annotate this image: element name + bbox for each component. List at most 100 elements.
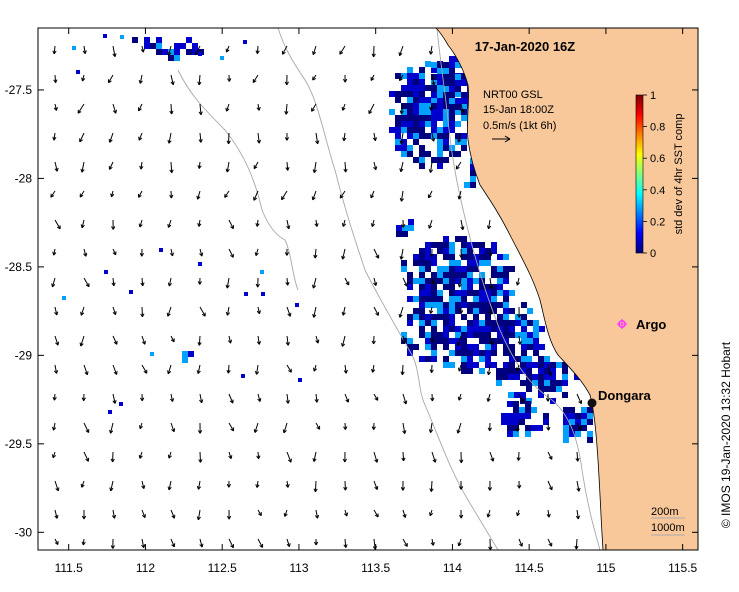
current-vector [399, 103, 404, 115]
sst-pixel [437, 278, 443, 284]
sst-pixel [402, 225, 408, 231]
contour-200m [436, 27, 601, 551]
sst-pixel [407, 314, 413, 320]
current-vector [428, 161, 433, 173]
sst-pixel [407, 296, 413, 302]
x-tick-label: 114 [443, 561, 462, 575]
sst-pixel [244, 292, 248, 296]
current-vector [54, 161, 59, 172]
sst-pixel [455, 332, 461, 338]
current-vector [167, 451, 172, 459]
current-vector [227, 335, 233, 344]
sst-pixel [521, 356, 527, 362]
sst-pixel [419, 272, 425, 278]
current-vector [228, 538, 234, 549]
current-vector [80, 306, 85, 316]
sst-pixel [581, 425, 587, 431]
sst-pixel [437, 104, 443, 110]
sst-pixel [455, 104, 461, 110]
sst-pixel [485, 338, 491, 344]
sst-pixel [198, 52, 202, 56]
sst-pixel [443, 73, 449, 79]
sst-pixel [496, 380, 502, 386]
sst-pixel [491, 320, 497, 326]
sst-pixel [455, 80, 461, 86]
current-vector [107, 74, 114, 84]
current-vector [400, 364, 405, 376]
sst-pixel [443, 127, 449, 133]
sst-pixel [443, 157, 449, 163]
sst-pixel [556, 386, 562, 392]
sst-pixel [182, 351, 188, 357]
sst-pixel [443, 284, 449, 290]
sst-pixel [443, 80, 449, 86]
sst-pixel [491, 248, 497, 254]
current-vector [517, 480, 522, 489]
sst-pixel [479, 248, 485, 254]
sst-pixel [508, 392, 514, 398]
sst-pixel [521, 332, 527, 338]
sst-pixel [437, 290, 443, 296]
sst-pixel [443, 145, 449, 151]
sst-pixel [515, 314, 521, 320]
current-vector [487, 422, 492, 432]
sst-pixel [396, 231, 402, 237]
sst-pixel [509, 266, 515, 272]
sst-pixel [473, 362, 479, 368]
sst-pixel [537, 425, 543, 431]
current-vector [431, 74, 436, 86]
sst-pixel [527, 344, 533, 350]
sst-pixel [496, 374, 502, 380]
sst-pixel [437, 242, 443, 248]
current-vector [311, 190, 317, 201]
sst-pixel [461, 109, 467, 115]
sst-pixel [491, 362, 497, 368]
sst-pixel [473, 308, 479, 314]
sst-pixel [389, 127, 395, 133]
current-vector [79, 190, 85, 198]
sst-pixel [425, 109, 431, 115]
current-vector [286, 451, 292, 463]
current-vector [80, 161, 85, 173]
sst-pixel [443, 115, 449, 121]
sst-pixel [425, 278, 431, 284]
current-vector [252, 74, 259, 83]
sst-pixel [461, 242, 467, 248]
sst-pixel [174, 55, 180, 61]
current-vector [398, 306, 404, 318]
sst-pixel [407, 284, 413, 290]
sst-pixel [431, 109, 437, 115]
sst-pixel [413, 97, 419, 103]
current-vector [285, 277, 290, 286]
sst-pixel [496, 368, 502, 374]
depth-contours [177, 27, 601, 551]
current-vector [339, 45, 346, 55]
sst-pixel [431, 296, 437, 302]
sst-pixel [419, 163, 425, 169]
sst-pixel [449, 260, 455, 266]
sst-pixel [449, 109, 455, 115]
x-tick-label: 113.5 [361, 561, 390, 575]
sst-pixel [503, 278, 509, 284]
current-vector [545, 393, 551, 402]
sst-pixel [431, 74, 437, 80]
sst-pixel [443, 62, 449, 68]
sst-pixel [413, 103, 419, 109]
current-vector [457, 190, 462, 200]
sst-pixel [467, 332, 473, 338]
current-vector [54, 509, 59, 519]
current-vector [429, 306, 434, 314]
sst-pixel [491, 272, 497, 278]
sst-pixel [425, 284, 431, 290]
current-vector [194, 45, 201, 56]
sst-pixel [425, 356, 431, 362]
current-vector [286, 306, 292, 317]
sst-pixel [562, 368, 568, 374]
current-vector [52, 248, 57, 256]
sst-pixel [538, 356, 544, 362]
sst-pixel [467, 308, 473, 314]
sst-pixel [485, 332, 491, 338]
current-vector [427, 190, 433, 199]
current-vector [315, 132, 320, 145]
sst-pixel [473, 302, 479, 308]
